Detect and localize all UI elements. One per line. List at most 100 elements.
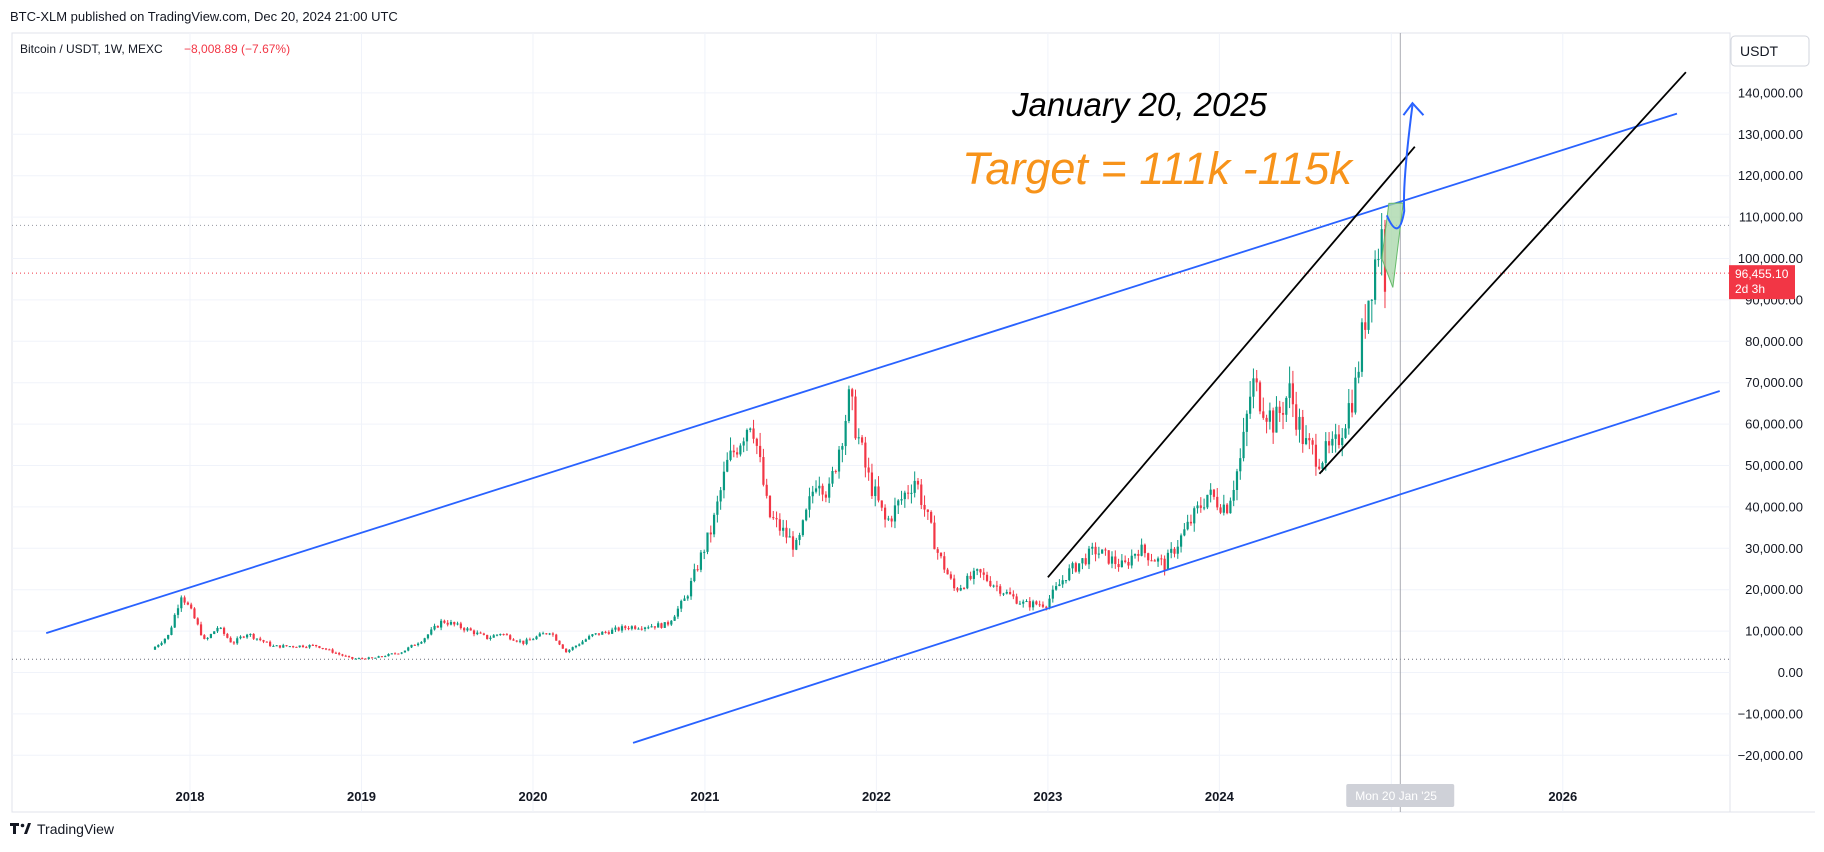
y-tick-label: 100,000.00: [1738, 251, 1803, 266]
candle-body: [1364, 322, 1367, 330]
candle-body: [798, 535, 801, 540]
candle-body: [762, 457, 765, 485]
candle-body: [512, 639, 515, 641]
candle-body: [1206, 494, 1209, 508]
candle-body: [650, 626, 653, 628]
candle-body: [943, 556, 946, 570]
candle-body: [1031, 601, 1035, 608]
candle-body: [617, 627, 620, 631]
current-price-countdown: 2d 3h: [1735, 282, 1765, 296]
candle-body: [627, 628, 630, 630]
candle-body: [545, 633, 548, 635]
candle-body: [525, 639, 528, 644]
candle-body: [163, 638, 166, 643]
candle-body: [1291, 383, 1294, 405]
candle-body: [729, 450, 732, 460]
candle-body: [995, 585, 999, 587]
candle-body: [1265, 417, 1268, 422]
candle-body: [785, 527, 788, 538]
trend-lower-line[interactable]: [1318, 71, 1687, 475]
candle-body: [426, 634, 430, 639]
candle-body: [630, 626, 633, 629]
candle-body: [1150, 560, 1153, 562]
candle-body: [305, 647, 308, 649]
candle-body: [361, 658, 364, 660]
annotation-target[interactable]: Target = 111k -115k: [962, 143, 1354, 194]
annotation-date[interactable]: January 20, 2025: [1011, 86, 1268, 123]
candle-body: [1360, 322, 1364, 372]
candle-body: [331, 649, 334, 653]
candle-body: [1018, 603, 1022, 605]
candle-body: [479, 632, 482, 634]
candle-body: [1038, 604, 1041, 606]
candle-body: [1272, 410, 1275, 433]
candle-body: [660, 623, 663, 628]
candle-body: [831, 470, 834, 484]
price-axis[interactable]: 140,000.00 130,000.00 120,000.00 110,000.00…: [1738, 85, 1803, 762]
candle-body: [430, 629, 433, 635]
candle-body: [1163, 558, 1166, 570]
candle-body: [262, 640, 265, 642]
candle-body: [1055, 586, 1058, 590]
candle-body: [897, 500, 900, 506]
candle-body: [1239, 458, 1242, 472]
projection-arrow[interactable]: [1385, 105, 1414, 230]
candle-body: [601, 631, 604, 635]
candle-body: [459, 623, 462, 629]
candle-body: [1341, 437, 1344, 446]
candle-body: [985, 574, 989, 581]
candle-body: [1209, 489, 1212, 495]
currency-button[interactable]: [1730, 35, 1810, 67]
candle-body: [364, 658, 367, 660]
candle-body: [791, 536, 795, 550]
candle-body: [469, 628, 472, 631]
candle-body: [1374, 259, 1377, 300]
candle-body: [1350, 403, 1354, 413]
candle-body: [548, 633, 551, 635]
candle-body: [571, 647, 574, 650]
candle-body: [301, 645, 305, 648]
candle-body: [354, 658, 357, 660]
candle-body: [213, 631, 216, 635]
candle-body: [818, 485, 821, 489]
candle-body: [410, 644, 413, 648]
candle-body: [265, 641, 268, 643]
candle-body: [275, 645, 278, 647]
candle-body: [696, 569, 699, 571]
candle-body: [689, 580, 693, 597]
candle-body: [1143, 544, 1146, 554]
y-tick-label: 140,000.00: [1738, 85, 1803, 100]
candle-body: [874, 486, 877, 497]
candle-body: [683, 598, 686, 601]
drawn-trendlines[interactable]: [45, 71, 1720, 744]
candle-body: [1311, 440, 1314, 445]
y-tick-label: 80,000.00: [1745, 334, 1803, 349]
published-text: BTC-XLM published on TradingView.com, De…: [10, 9, 398, 24]
trend-upper-line[interactable]: [1047, 146, 1416, 578]
channel-upper-line[interactable]: [45, 112, 1678, 635]
candle-body: [222, 627, 226, 634]
candle-body: [328, 649, 331, 651]
channel-lower-line[interactable]: [632, 390, 1720, 744]
candle-body: [930, 511, 933, 523]
candle-body: [735, 452, 739, 455]
candle-body: [1189, 521, 1193, 524]
candle-body: [173, 614, 176, 628]
y-tick-label: 10,000.00: [1745, 624, 1803, 639]
candle-body: [1008, 592, 1012, 595]
candle-body: [278, 645, 282, 648]
candle-body: [676, 608, 680, 617]
candle-body: [887, 518, 890, 520]
projection[interactable]: [1381, 101, 1425, 288]
candle-body: [1156, 558, 1160, 562]
candle-body: [907, 492, 910, 494]
candle-body: [1285, 397, 1288, 415]
candle-body: [1005, 592, 1008, 594]
candle-body: [249, 633, 252, 635]
candle-body: [1193, 508, 1196, 524]
candle-body: [1252, 378, 1255, 397]
candle-body: [1281, 412, 1285, 415]
candle-body: [1025, 601, 1028, 603]
candle-body: [890, 518, 893, 522]
